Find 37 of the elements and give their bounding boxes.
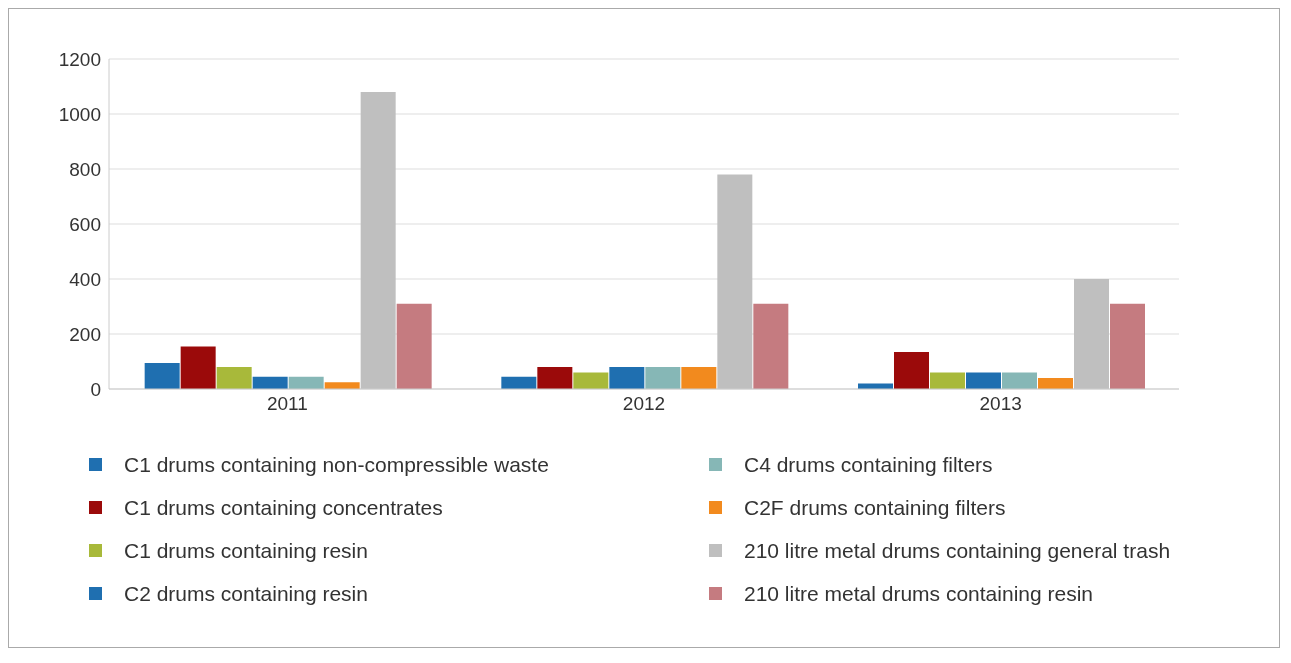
legend-label: C1 drums containing concentrates [124, 495, 443, 520]
bar [1074, 279, 1109, 389]
y-tick-label: 1000 [58, 103, 101, 125]
bar [681, 367, 717, 389]
legend-label: C1 drums containing non-compressible waste [124, 452, 549, 477]
bar [1038, 378, 1073, 389]
bar [360, 92, 396, 389]
bar [216, 367, 252, 389]
bar [753, 303, 789, 389]
legend-label: C4 drums containing filters [744, 452, 993, 477]
bar [609, 367, 645, 389]
x-tick-label: 2013 [979, 393, 1022, 415]
bar [396, 303, 432, 389]
bar [1110, 303, 1145, 389]
bar [930, 372, 965, 389]
bar [573, 372, 609, 389]
bar [144, 362, 180, 389]
bar [645, 367, 681, 389]
legend-label: C1 drums containing resin [124, 538, 368, 563]
bar [966, 372, 1001, 389]
x-tick-label: 2012 [622, 393, 666, 415]
y-tick-label: 400 [69, 268, 101, 290]
legend-label: 210 litre metal drums containing resin [744, 581, 1094, 606]
bar [717, 174, 753, 389]
x-tick-label: 2011 [266, 393, 308, 415]
legend-label: 210 litre metal drums containing general trash [744, 538, 1171, 563]
bar [1002, 372, 1037, 389]
legend-label: C2F drums containing filters [744, 495, 1006, 520]
bar [537, 367, 573, 389]
y-tick-label: 200 [69, 323, 101, 345]
legend-label: C2 drums containing resin [124, 581, 368, 606]
y-tick-label: 800 [69, 158, 101, 180]
bar [894, 351, 929, 389]
y-tick-label: 1200 [58, 48, 101, 70]
y-tick-label: 0 [90, 378, 101, 400]
bar [180, 346, 216, 389]
y-tick-label: 600 [69, 213, 101, 235]
